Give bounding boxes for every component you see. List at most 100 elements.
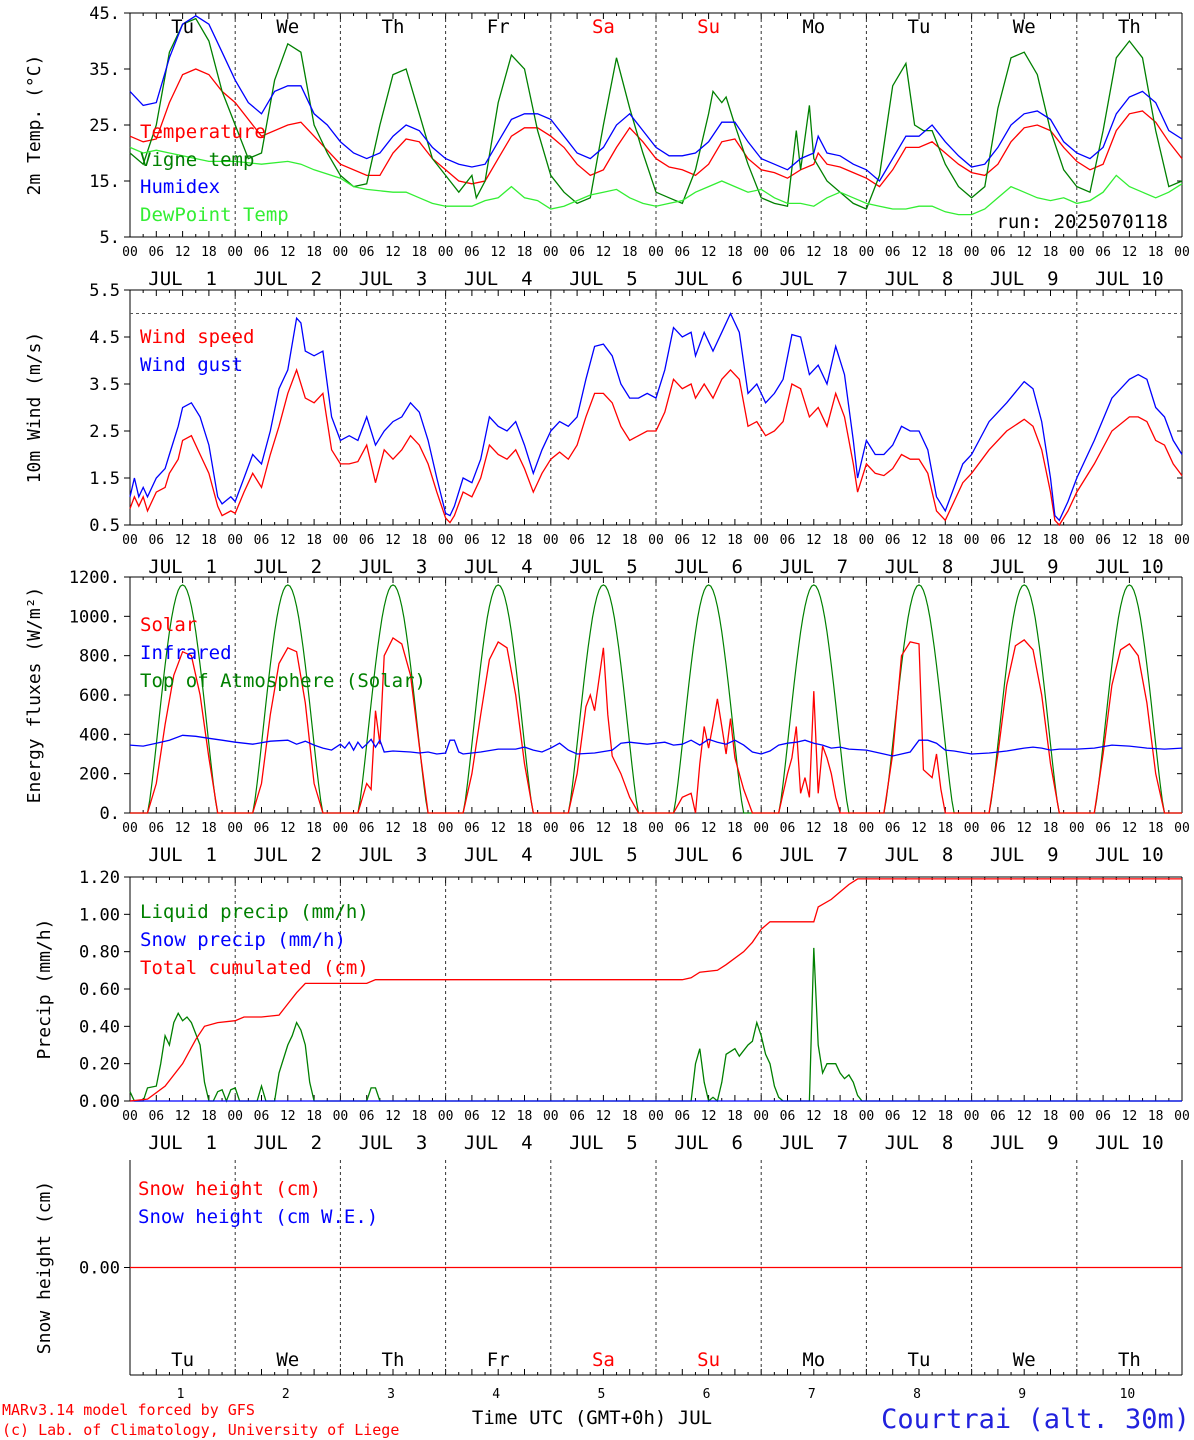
hour-tick-label: 06 — [569, 1109, 585, 1124]
weekday-label: We — [1013, 1349, 1036, 1371]
hour-tick-label: 12 — [911, 245, 927, 260]
legend-entry: Temperature — [140, 121, 266, 143]
day-number-label: 3 — [387, 1387, 395, 1402]
hour-tick-label: 00 — [648, 533, 664, 548]
hour-tick-label: 06 — [359, 1109, 375, 1124]
hour-tick-label: 12 — [175, 1109, 191, 1124]
hour-tick-label: 12 — [175, 821, 191, 836]
y-axis-title: Snow height (cm) — [34, 1181, 55, 1354]
hour-tick-label: 12 — [1016, 533, 1032, 548]
legend-entry: Solar — [140, 614, 197, 636]
hour-tick-label: 12 — [1122, 533, 1138, 548]
hour-tick-label: 06 — [254, 821, 270, 836]
hour-tick-label: 18 — [832, 533, 848, 548]
hour-tick-label: 18 — [517, 533, 533, 548]
y-tick-label: 4.5 — [89, 328, 120, 348]
hour-tick-label: 06 — [780, 245, 796, 260]
hour-tick-label: 06 — [359, 245, 375, 260]
hour-tick-label: 18 — [622, 533, 638, 548]
hour-tick-label: 00 — [1069, 821, 1085, 836]
y-tick-label: 35. — [89, 60, 120, 80]
y-tick-label: 3.5 — [89, 375, 120, 395]
weekday-label: Fr — [487, 1349, 510, 1371]
hour-tick-label: 00 — [859, 821, 875, 836]
y-tick-label: 1000. — [69, 607, 120, 627]
hour-tick-label: 06 — [359, 821, 375, 836]
weekday-label: Sa — [592, 1349, 615, 1371]
hour-tick-label: 18 — [517, 821, 533, 836]
weekday-label: Tu — [908, 16, 931, 38]
hour-tick-label: 00 — [964, 533, 980, 548]
hour-tick-label: 00 — [964, 821, 980, 836]
hour-tick-label: 06 — [780, 533, 796, 548]
date-label: JUL 4 — [464, 556, 533, 578]
date-label: JUL 2 — [253, 268, 322, 290]
date-label: JUL 7 — [779, 556, 848, 578]
hour-tick-label: 00 — [1174, 533, 1190, 548]
hour-tick-label: 12 — [701, 821, 717, 836]
hour-tick-label: 06 — [885, 533, 901, 548]
date-label: JUL 4 — [464, 268, 533, 290]
date-label: JUL 6 — [674, 268, 743, 290]
hour-tick-label: 12 — [911, 1109, 927, 1124]
y-tick-label: 1.00 — [79, 905, 120, 925]
day-number-label: 4 — [492, 1387, 500, 1402]
weekday-label: We — [276, 16, 299, 38]
day-number-label: 6 — [703, 1387, 711, 1402]
hour-tick-label: 18 — [727, 533, 743, 548]
date-label: JUL 5 — [569, 268, 638, 290]
hour-tick-label: 18 — [832, 1109, 848, 1124]
series-vigne-temp — [129, 17, 1183, 210]
weekday-label: Mo — [802, 1349, 825, 1371]
date-label: JUL 6 — [674, 1132, 743, 1154]
hour-tick-label: 12 — [806, 245, 822, 260]
hour-tick-label: 00 — [859, 245, 875, 260]
date-label: JUL 7 — [779, 1132, 848, 1154]
hour-tick-label: 00 — [122, 533, 138, 548]
hour-tick-label: 12 — [1122, 245, 1138, 260]
date-label: JUL 10 — [1095, 844, 1164, 866]
footer-model-credit: MARv3.14 model forced by GFS — [2, 1401, 255, 1419]
hour-tick-label: 00 — [648, 821, 664, 836]
y-tick-label: 15. — [89, 172, 120, 192]
run-label: run: 2025070118 — [996, 211, 1168, 233]
day-number-label: 1 — [177, 1387, 185, 1402]
hour-tick-label: 00 — [1069, 1109, 1085, 1124]
weekday-label: Th — [382, 16, 405, 38]
hour-tick-label: 00 — [227, 245, 243, 260]
hour-tick-label: 12 — [596, 245, 612, 260]
date-label: JUL 4 — [464, 1132, 533, 1154]
panel-4: 0.00 0.20 0.40 0.60 0.80 1.00 1.20 Precip (mm/h… — [34, 868, 1190, 1154]
date-label: JUL 2 — [253, 1132, 322, 1154]
hour-tick-label: 00 — [1174, 821, 1190, 836]
hour-tick-label: 00 — [964, 245, 980, 260]
date-label: JUL 6 — [674, 556, 743, 578]
series-total-cumulated-cm — [129, 878, 1182, 1102]
date-label: JUL 5 — [569, 844, 638, 866]
day-number-label: 5 — [597, 1387, 605, 1402]
hour-tick-label: 06 — [990, 533, 1006, 548]
hour-tick-label: 18 — [306, 1109, 322, 1124]
date-label: JUL 1 — [148, 556, 217, 578]
hour-tick-label: 12 — [1016, 245, 1032, 260]
hour-tick-label: 18 — [201, 1109, 217, 1124]
weekday-label: Tu — [171, 16, 194, 38]
date-label: JUL 5 — [569, 1132, 638, 1154]
hour-tick-label: 06 — [780, 1109, 796, 1124]
x-axis-title: Time UTC (GMT+0h) JUL — [472, 1407, 712, 1429]
hour-tick-label: 06 — [1095, 533, 1111, 548]
hour-tick-label: 18 — [832, 821, 848, 836]
hour-tick-label: 12 — [1122, 1109, 1138, 1124]
hour-tick-label: 18 — [517, 1109, 533, 1124]
y-tick-label: 1200. — [69, 568, 120, 588]
hour-tick-label: 00 — [333, 533, 349, 548]
series-liquid-precip-mm-h — [129, 947, 1182, 1103]
legend-entry: Liquid precip (mm/h) — [140, 901, 369, 923]
hour-tick-label: 06 — [780, 821, 796, 836]
legend-entry: Snow height (cm W.E.) — [138, 1206, 378, 1228]
legend-entry: Vigne temp — [140, 149, 254, 171]
date-label: JUL 3 — [359, 556, 428, 578]
hour-tick-label: 06 — [885, 245, 901, 260]
y-tick-label: 1.20 — [79, 868, 120, 888]
series-infrared — [129, 734, 1183, 757]
